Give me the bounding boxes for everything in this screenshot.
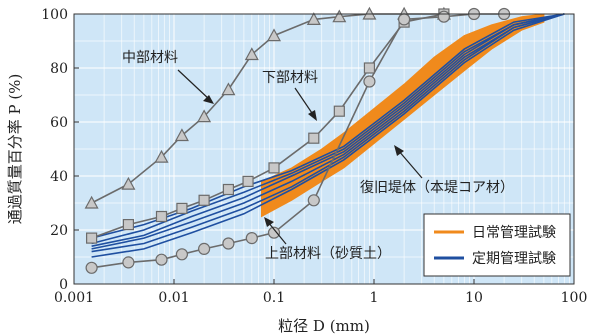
y-tick-label: 20: [50, 223, 68, 239]
circle-marker: [155, 253, 168, 266]
annotation-middle-material: 中部材料: [122, 50, 178, 66]
circle-marker: [307, 194, 320, 207]
x-tick-label: 0.1: [263, 290, 285, 306]
y-tick-label: 100: [41, 7, 68, 23]
triangle-marker: [197, 109, 212, 123]
plot-frame: [73, 13, 575, 285]
circle-marker: [198, 242, 211, 255]
square-marker: [333, 105, 345, 117]
annotation-middle-arrowhead: [203, 95, 214, 104]
legend-box: [423, 213, 571, 277]
triangle-marker: [174, 128, 189, 142]
x-tick-label: 0.001: [54, 290, 94, 306]
legend-label-daily: 日常管理試験: [472, 225, 556, 241]
y-tick-label: 60: [50, 115, 68, 131]
legend-label-periodic: 定期管理試験: [472, 251, 556, 267]
square-marker: [308, 132, 320, 144]
annotation-lower-material: 下部材料: [262, 70, 318, 86]
annotations: 中部材料 下部材料 復旧堤体（本堤コア材） 上部材料（砂質土）: [122, 50, 514, 262]
square-marker: [222, 183, 235, 196]
annotation-restored-arrow: [397, 149, 423, 179]
circle-marker: [267, 226, 281, 239]
annotation-middle-arrow: [177, 69, 211, 101]
x-tick-label: 1: [370, 290, 379, 306]
series-marker-layer: [84, 6, 511, 274]
circle-marker: [85, 261, 98, 274]
square-marker: [363, 62, 376, 74]
periodic-test-line: [91, 13, 565, 245]
x-tick-label: 0.01: [158, 290, 189, 306]
annotation-upper-arrowhead: [264, 217, 274, 227]
annotation-upper-material: 上部材料（砂質土）: [265, 246, 391, 262]
annotation-lower-arrowhead: [308, 110, 317, 121]
x-tick-label: 100: [561, 290, 588, 306]
x-tick-label: 10: [465, 290, 483, 306]
square-marker: [198, 194, 210, 206]
periodic-test-line: [91, 13, 565, 247]
y-tick-label: 40: [50, 169, 68, 185]
square-marker: [176, 202, 188, 214]
circle-marker: [245, 232, 258, 245]
triangle-marker: [306, 12, 321, 25]
square-marker: [155, 210, 168, 223]
y-axis-title: 通過質量百分率 P (%): [6, 74, 24, 225]
annotation-restored-embankment: 復旧堤体（本堤コア材）: [360, 179, 514, 196]
triangle-marker: [266, 28, 282, 42]
circle-marker: [122, 256, 135, 269]
periodic-test-line: [91, 13, 565, 250]
circle-marker: [363, 75, 376, 88]
y-tick-label: 0: [59, 277, 68, 293]
triangle-marker: [154, 149, 169, 163]
legend: 日常管理試験 定期管理試験: [423, 213, 571, 277]
annotation-lower-arrow: [294, 87, 315, 117]
periodic-test-line: [91, 13, 565, 258]
circle-marker: [437, 10, 450, 23]
circle-marker: [175, 248, 189, 261]
triangle-marker: [332, 9, 347, 23]
triangle-marker: [121, 176, 136, 190]
square-marker: [268, 162, 280, 174]
square-marker: [242, 175, 254, 187]
triangle-marker: [221, 82, 236, 96]
triangle-marker: [244, 47, 259, 61]
periodic-test-line: [91, 13, 565, 253]
square-marker: [122, 219, 135, 231]
y-tick-label: 80: [50, 61, 68, 77]
x-axis-title: 粒径 D (mm): [278, 317, 370, 335]
circle-marker: [398, 13, 411, 26]
axis-ticks: 0.001 0.01 0.1 1 10 100 0 20 40 60 80 100: [41, 7, 587, 306]
circle-marker: [222, 237, 235, 250]
triangle-marker: [84, 195, 99, 209]
annotation-upper-arrow: [267, 221, 287, 245]
square-marker: [86, 232, 98, 244]
annotation-restored-arrowhead: [394, 145, 404, 156]
periodic-test-line: [91, 13, 565, 239]
